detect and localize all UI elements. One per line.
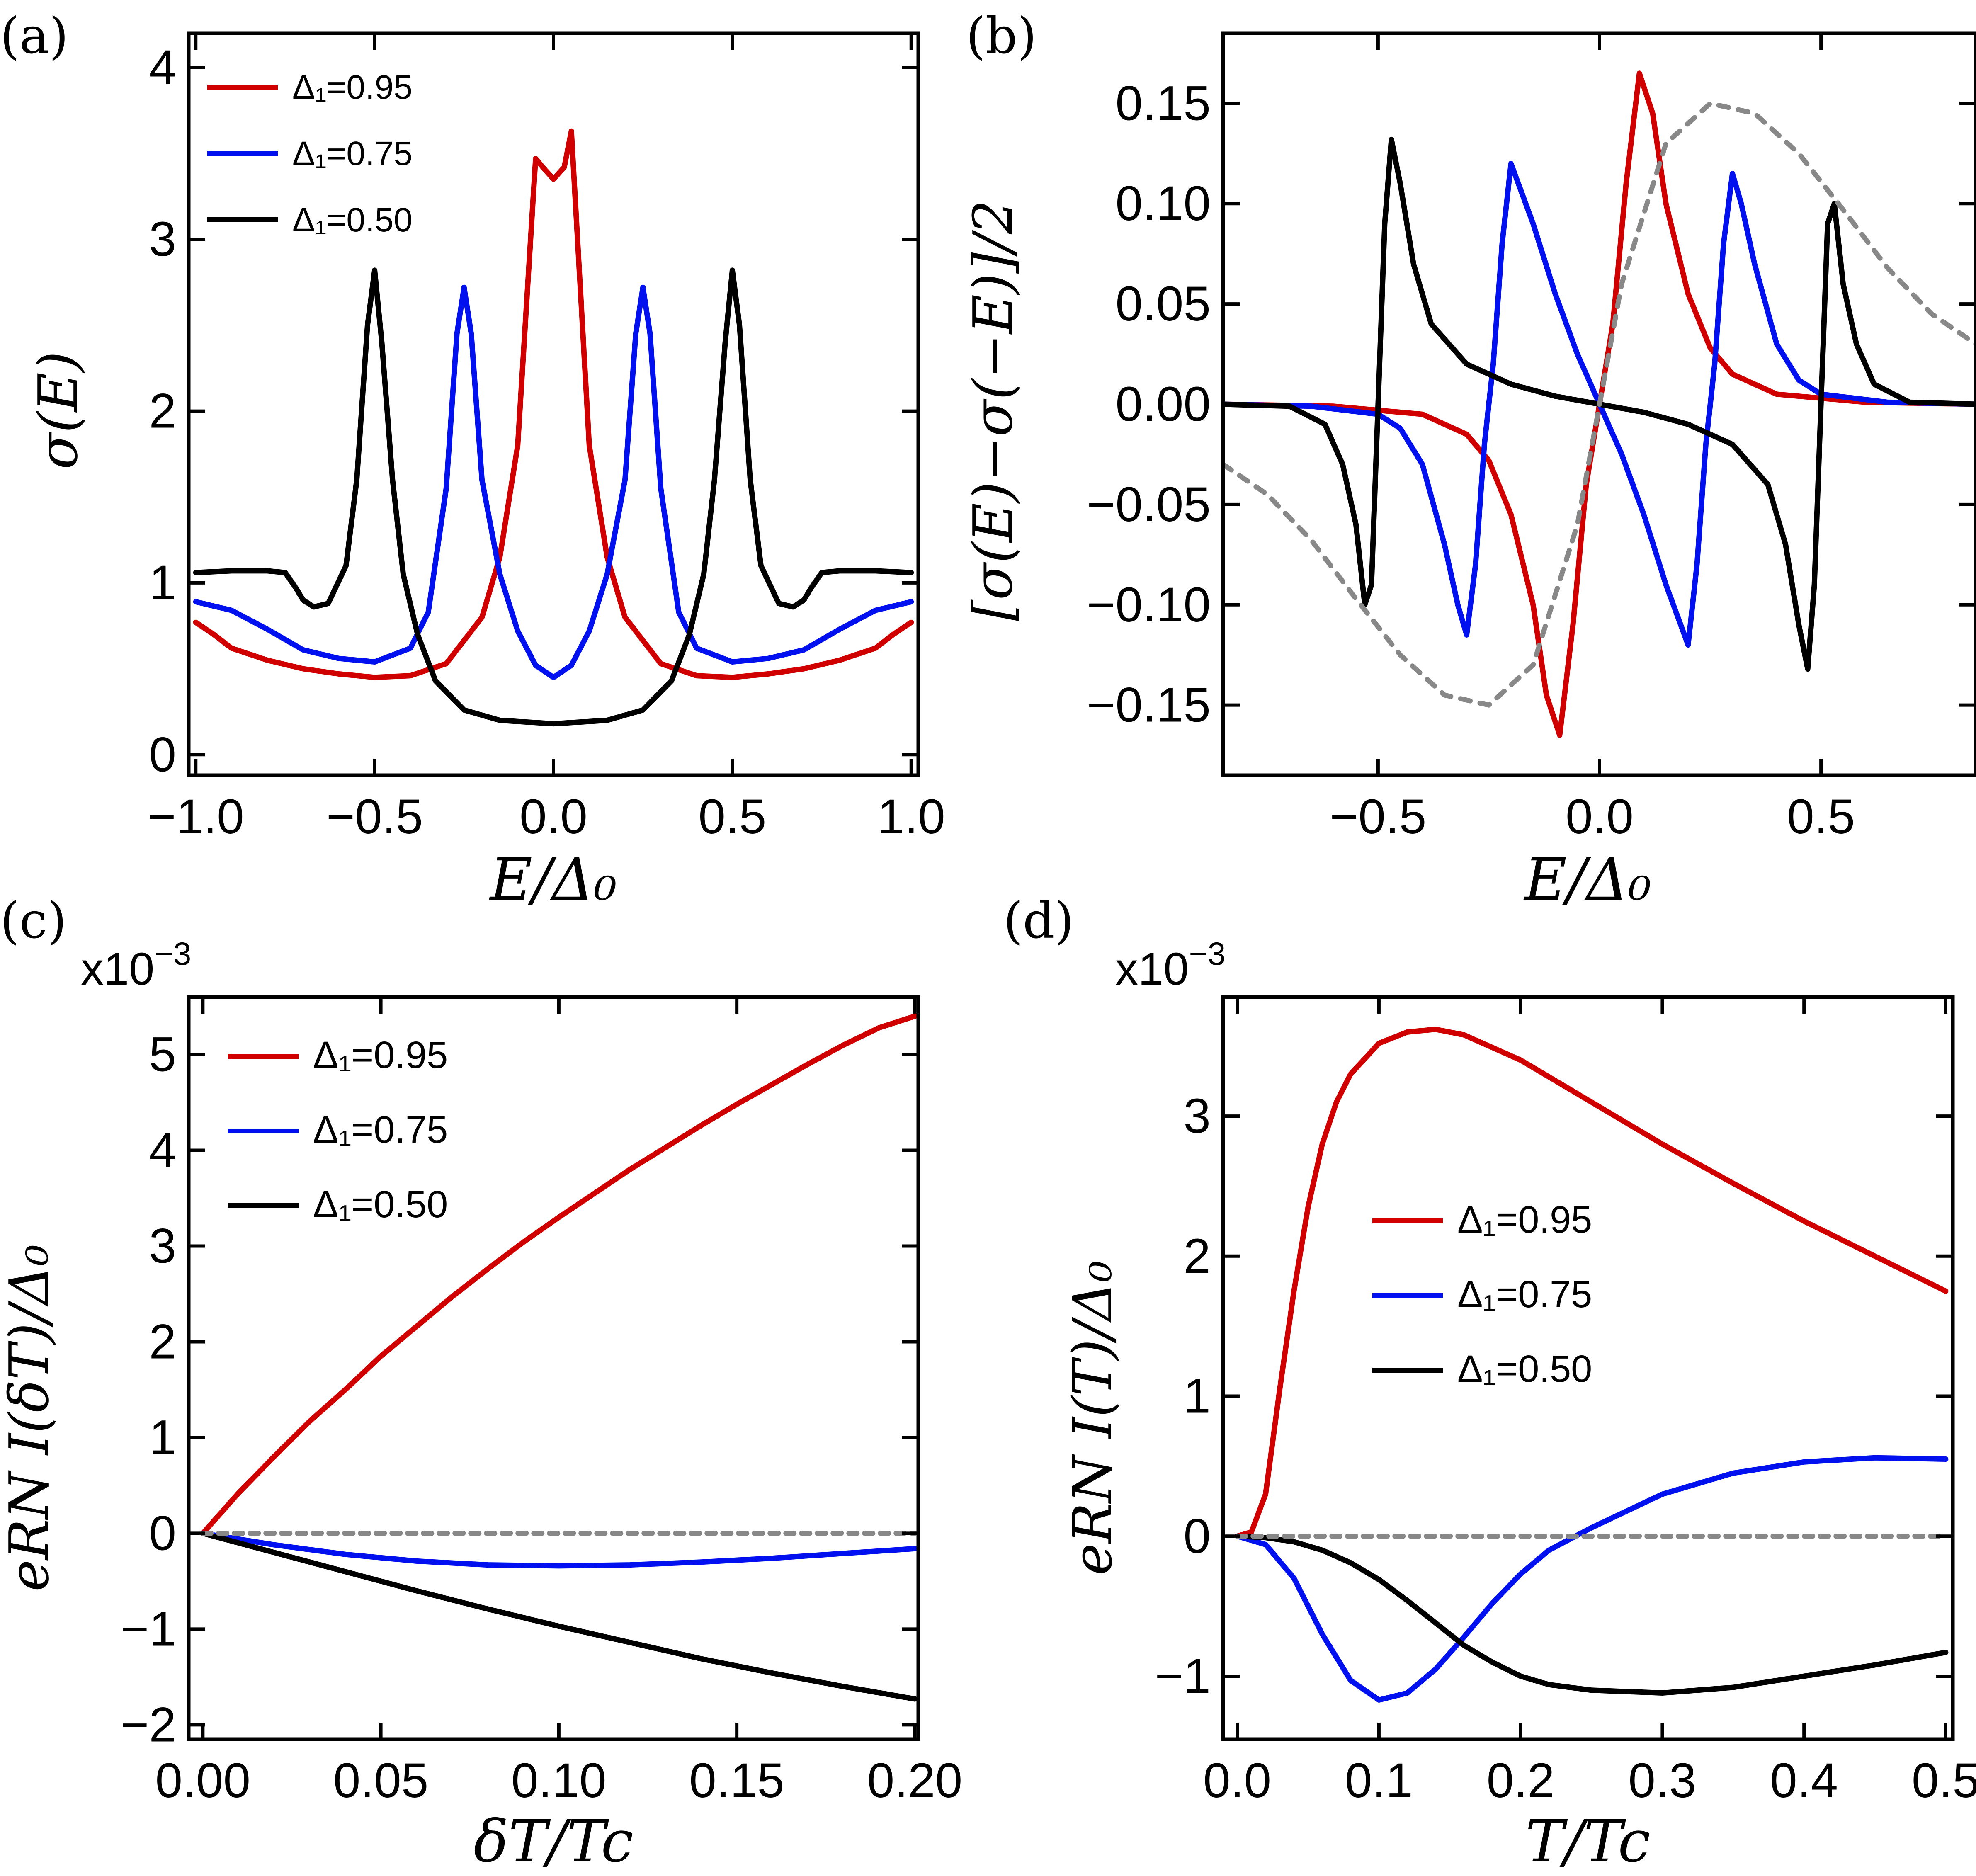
panel-label-a: (a) xyxy=(0,7,68,65)
panel-a-ytick-label: 3 xyxy=(149,212,176,267)
panel-a-series-delta-0.95 xyxy=(193,128,914,680)
panel-a-ytick-label: 0 xyxy=(149,727,176,782)
panel-d-series-delta-0.75 xyxy=(1234,1455,1949,1703)
panel-b-xtick-label: 0.0 xyxy=(1566,789,1634,844)
panel-b-ytick-label: 0.00 xyxy=(1115,377,1211,432)
panel-a-series-delta-0.50 xyxy=(193,267,914,727)
panel-label-d: (d) xyxy=(1003,892,1074,950)
panel-c-xtick-label: 0.20 xyxy=(867,1753,963,1808)
multiplier-d: x10−3 xyxy=(1115,935,1226,995)
panel-d-ytick-label: 3 xyxy=(1183,1089,1211,1143)
panel-d-ytick-label: 1 xyxy=(1183,1369,1211,1424)
panel-d-series-delta-0.50 xyxy=(1234,1533,1949,1696)
xlabel-a: E/Δ₀ xyxy=(489,846,617,914)
panel-c-series-delta-0.95 xyxy=(200,1013,918,1536)
panel-a-xtick-label: 1.0 xyxy=(877,789,945,844)
multiplier-c-base: x10 xyxy=(81,944,154,995)
panel-c-ytick-label: −1 xyxy=(120,1602,176,1656)
xlabel-b: E/Δ₀ xyxy=(1523,846,1652,914)
panel-c-xtick-label: 0.15 xyxy=(689,1753,784,1808)
panel-d-legend-label: Δ₁=0.95 xyxy=(1457,1199,1592,1241)
panel-a-legend-label: Δ₁=0.95 xyxy=(292,68,413,106)
panel-d-xtick-label: 0.1 xyxy=(1345,1753,1413,1808)
multiplier-c: x10−3 xyxy=(81,935,191,995)
panel-d-ytick-label: 2 xyxy=(1183,1229,1211,1284)
panel-c-ytick-label: 3 xyxy=(149,1219,176,1274)
plot-c: 0.00 0.05 0.10 0.15 0.20 −2 −1 0 1 2 3 4 5 Δ₁=0.95 Δ₁=… xyxy=(120,995,963,1808)
ylabel-d: eRN I(T)/Δ₀ xyxy=(1061,1260,1124,1575)
plot-d: 0.0 0.1 0.2 0.3 0.4 0.5 −1 0 1 2 3 Δ₁=0.95 Δ₁=0.75 Δ₁… xyxy=(1155,995,1976,1808)
panel-b-ytick-label: −0.15 xyxy=(1087,678,1211,733)
panel-b-ytick-label: 0.05 xyxy=(1115,277,1211,331)
panel-a-xtick-label: 0.5 xyxy=(698,789,766,844)
panel-d-frame xyxy=(1221,995,1955,1741)
ylabel-c: eRN I(δT)/Δ₀ xyxy=(0,1244,61,1591)
panel-a-xtick-label: −0.5 xyxy=(326,789,423,844)
panel-b-ytick-label: −0.05 xyxy=(1087,477,1211,532)
panel-b-ytick-label: −0.10 xyxy=(1087,578,1211,632)
panel-d-xtick-label: 0.4 xyxy=(1770,1753,1838,1808)
panel-b-xtick-label: −0.5 xyxy=(1330,789,1426,844)
panel-c-ytick-label: −2 xyxy=(120,1697,176,1752)
panel-c-legend-label: Δ₁=0.95 xyxy=(313,1034,448,1076)
panel-a-xtick-label: 0.0 xyxy=(519,789,587,844)
panel-a-ytick-label: 2 xyxy=(149,384,176,439)
xlabel-d: T/Tc xyxy=(1525,1808,1650,1876)
panel-d-xtick-label: 0.3 xyxy=(1628,1753,1696,1808)
panel-c-ytick-label: 4 xyxy=(149,1123,176,1178)
multiplier-d-base: x10 xyxy=(1115,944,1189,995)
panel-label-b: (b) xyxy=(966,7,1037,65)
panel-c-ytick-label: 2 xyxy=(149,1314,176,1369)
panel-d-ytick-label: −1 xyxy=(1155,1649,1211,1704)
panel-d-xtick-label: 0.2 xyxy=(1487,1753,1555,1808)
panel-a-ytick-label: 4 xyxy=(149,40,176,95)
panel-a-xtick-label: −1.0 xyxy=(148,789,244,844)
panel-c-series-delta-0.75 xyxy=(200,1530,918,1569)
multiplier-c-exp: −3 xyxy=(154,935,191,972)
panel-a-legend-label: Δ₁=0.50 xyxy=(292,201,413,239)
panel-c-xtick-label: 0.10 xyxy=(511,1753,607,1808)
panel-d-ytick-label: 0 xyxy=(1183,1509,1211,1563)
panel-c-ytick-label: 0 xyxy=(149,1506,176,1561)
ylabel-b: [σ(E)−σ(−E)]/2 xyxy=(961,200,1024,621)
panel-b-series-reference xyxy=(1223,101,1976,708)
plot-a: −1.0 −0.5 0.0 0.5 1.0 0 1 2 3 4 Δ₁=0.95 Δ₁=0.75 Δ₁=0… xyxy=(148,31,945,844)
panel-c-ytick-label: 1 xyxy=(149,1410,176,1465)
ylabel-a: σ(E) xyxy=(27,351,90,469)
panel-d-legend-label: Δ₁=0.75 xyxy=(1457,1273,1592,1315)
panel-a-ytick-label: 1 xyxy=(149,556,176,610)
panel-a-series-delta-0.75 xyxy=(193,284,914,680)
panel-a-legend-label: Δ₁=0.75 xyxy=(292,135,413,172)
panel-d-series-delta-0.95 xyxy=(1234,1027,1949,1539)
panel-c-legend-label: Δ₁=0.75 xyxy=(313,1109,448,1151)
panel-label-c: (c) xyxy=(0,892,67,950)
panel-c-xtick-label: 0.05 xyxy=(333,1753,429,1808)
panel-c-frame xyxy=(187,995,920,1741)
multiplier-d-exp: −3 xyxy=(1189,935,1226,972)
panel-c-legend-label: Δ₁=0.50 xyxy=(313,1183,448,1226)
panel-b-ytick-label: 0.10 xyxy=(1115,176,1211,231)
panel-c-xtick-label: 0.00 xyxy=(155,1753,251,1808)
panel-b-xtick-label: 0.5 xyxy=(1787,789,1855,844)
panel-d-xtick-label: 0.0 xyxy=(1203,1753,1271,1808)
panel-c-ytick-label: 5 xyxy=(149,1027,176,1082)
panel-b-ytick-label: 0.15 xyxy=(1115,76,1211,131)
panel-c-series-delta-0.50 xyxy=(200,1530,918,1702)
panel-d-xtick-label: 0.5 xyxy=(1912,1753,1976,1808)
xlabel-c: δT/Tc xyxy=(473,1808,634,1876)
panel-d-legend-label: Δ₁=0.50 xyxy=(1457,1348,1592,1390)
plot-b: −0.5 0.0 0.5 −0.15 −0.10 −0.05 0.00 0.05 0.10 0.1… xyxy=(1087,31,1976,844)
